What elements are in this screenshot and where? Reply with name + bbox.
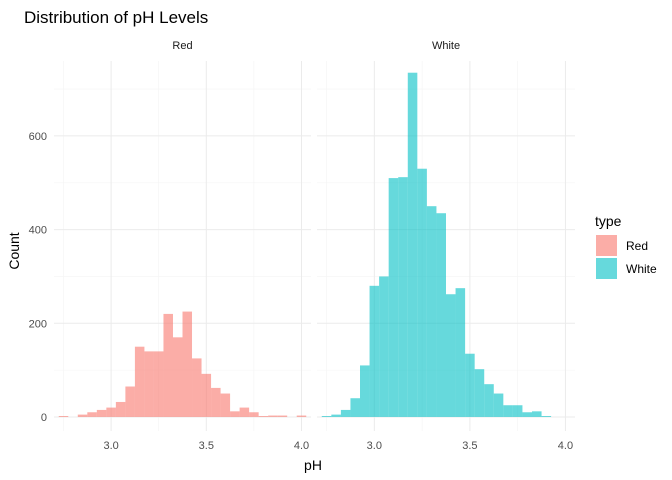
histogram-bar xyxy=(455,288,466,417)
histogram-bar xyxy=(417,168,427,417)
y-tick-label: 600 xyxy=(29,131,47,143)
histogram-bar xyxy=(369,285,380,417)
histogram-bar xyxy=(541,416,552,417)
histogram-bar xyxy=(211,387,221,417)
y-tick-label: 200 xyxy=(29,318,47,330)
x-tick-label: 4.0 xyxy=(294,440,309,452)
y-tick-label: 0 xyxy=(41,412,47,424)
histogram-bar xyxy=(474,369,485,417)
histogram-bar xyxy=(96,409,107,417)
histogram-bar xyxy=(340,409,351,417)
histogram-bar xyxy=(115,401,126,417)
histogram-bar xyxy=(277,415,288,417)
chart-title: Distribution of pH Levels xyxy=(24,8,208,27)
histogram-bar xyxy=(163,313,173,417)
histogram-bar xyxy=(201,373,212,417)
x-tick-label: 3.5 xyxy=(462,440,477,452)
histogram-bar xyxy=(239,407,250,417)
x-tick-label: 3.5 xyxy=(199,440,214,452)
histogram-bar xyxy=(484,384,494,417)
histogram-bar xyxy=(503,405,513,417)
histogram-bar xyxy=(350,398,360,417)
x-tick-label: 3.0 xyxy=(367,440,382,452)
histogram-bar xyxy=(493,393,504,417)
legend-title: type xyxy=(595,213,622,229)
facet-panel-red: Red 3.0 3.5 4.0 xyxy=(54,40,311,452)
histogram-bar xyxy=(426,206,437,417)
histogram-bar xyxy=(331,414,341,417)
histogram-bar xyxy=(258,416,269,417)
y-axis-ticks: 0 200 400 600 xyxy=(29,131,47,424)
histogram-bar xyxy=(87,412,97,417)
histogram-bar xyxy=(465,353,475,417)
histogram-bar xyxy=(436,213,446,417)
y-axis-label: Count xyxy=(6,232,22,269)
legend: type Red White xyxy=(595,213,657,279)
histogram-bar xyxy=(360,365,370,417)
histogram-bar xyxy=(398,177,408,417)
histogram-bar xyxy=(134,346,145,417)
histogram-bar xyxy=(220,393,231,417)
histogram-bar xyxy=(106,407,116,417)
histogram-bar xyxy=(296,415,307,417)
histogram-bar xyxy=(58,416,69,417)
histogram-bar xyxy=(182,311,193,417)
legend-label: Red xyxy=(626,239,648,253)
histogram-bar xyxy=(249,412,259,417)
histogram-bar xyxy=(532,411,542,417)
histogram-bar xyxy=(268,415,278,417)
histogram-bar xyxy=(407,72,418,417)
histogram-bar xyxy=(388,178,399,417)
histogram-bar xyxy=(153,351,164,417)
facet-strip-label: Red xyxy=(172,40,192,52)
facet-panel-white: White 3.0 3.5 4.0 xyxy=(317,40,575,452)
histogram-bar xyxy=(446,294,456,417)
histogram-bar xyxy=(77,414,88,417)
histogram-bar xyxy=(522,412,532,417)
histogram-bar xyxy=(125,386,135,417)
facet-strip-label: White xyxy=(432,40,460,52)
legend-label: White xyxy=(626,262,657,276)
y-tick-label: 400 xyxy=(29,225,47,237)
x-tick-label: 4.0 xyxy=(558,440,573,452)
histogram-bar xyxy=(321,416,332,417)
histogram-bar xyxy=(192,358,202,417)
x-tick-label: 3.0 xyxy=(103,440,118,452)
histogram-bar xyxy=(379,276,389,417)
histogram-bar xyxy=(172,337,183,417)
histogram-bar xyxy=(230,411,240,417)
legend-key-white xyxy=(596,258,617,279)
histogram-bar xyxy=(144,351,154,417)
histogram-bar xyxy=(512,405,523,417)
legend-key-red xyxy=(596,235,617,256)
facets-layer: Red 3.0 3.5 4.0 White 3.0 3.5 4.0 xyxy=(54,40,575,452)
x-axis-label: pH xyxy=(304,457,322,473)
